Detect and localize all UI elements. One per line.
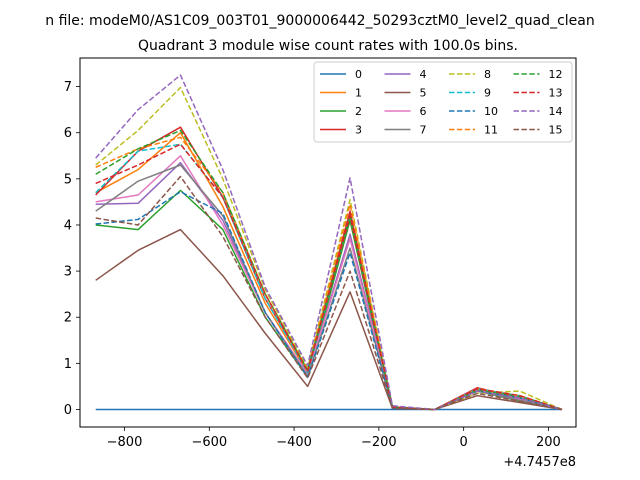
legend-label-9: 9 (484, 87, 491, 100)
y-tick-label: 0 (64, 403, 72, 418)
x-tick-label: −800 (107, 435, 143, 450)
legend-box (313, 61, 573, 143)
series-line-15 (95, 175, 563, 411)
legend-label-5: 5 (420, 87, 427, 100)
series-line-13 (95, 143, 563, 411)
legend-label-12: 12 (549, 68, 563, 81)
legend-label-3: 3 (355, 124, 362, 137)
series-line-12 (95, 129, 563, 411)
legend-label-1: 1 (355, 87, 362, 100)
y-tick-label: 6 (64, 126, 72, 141)
x-tick-label: 200 (536, 435, 561, 450)
x-tick-label: −600 (191, 435, 227, 450)
y-tick-label: 7 (64, 80, 72, 95)
y-tick-label: 5 (64, 172, 72, 187)
y-tick-label: 3 (64, 265, 72, 280)
x-tick-label: −200 (361, 435, 397, 450)
legend-label-2: 2 (355, 105, 362, 118)
legend-label-0: 0 (355, 68, 362, 81)
legend-label-7: 7 (420, 124, 427, 137)
y-tick-label: 1 (64, 357, 72, 372)
legend-label-6: 6 (420, 105, 427, 118)
x-tick-label: −400 (276, 435, 312, 450)
legend-label-4: 4 (420, 68, 427, 81)
legend-label-13: 13 (549, 87, 563, 100)
legend-label-14: 14 (549, 105, 563, 118)
figure-suptitle: n file: modeM0/AS1C09_003T01_9000006442_… (45, 13, 594, 29)
series-layer (95, 74, 563, 411)
legend-label-10: 10 (484, 105, 498, 118)
y-axis-ticks: 0 1 2 3 4 5 6 7 (64, 80, 80, 418)
legend-label-8: 8 (484, 68, 491, 81)
x-tick-label: 0 (460, 435, 468, 450)
legend-label-15: 15 (549, 124, 563, 137)
x-axis-offset-label: +4.7457e8 (503, 455, 576, 470)
axes-frame (79, 57, 577, 428)
legend-label-11: 11 (484, 124, 498, 137)
series-line-8 (95, 86, 563, 411)
series-line-5 (95, 228, 563, 411)
x-axis-ticks: −800 −600 −400 −200 0 200 (107, 427, 561, 450)
y-tick-label: 2 (64, 311, 72, 326)
plot-area (95, 74, 563, 411)
series-line-14 (95, 74, 563, 411)
y-tick-label: 4 (64, 218, 72, 233)
chart-title: Quadrant 3 module wise count rates with … (138, 38, 518, 54)
